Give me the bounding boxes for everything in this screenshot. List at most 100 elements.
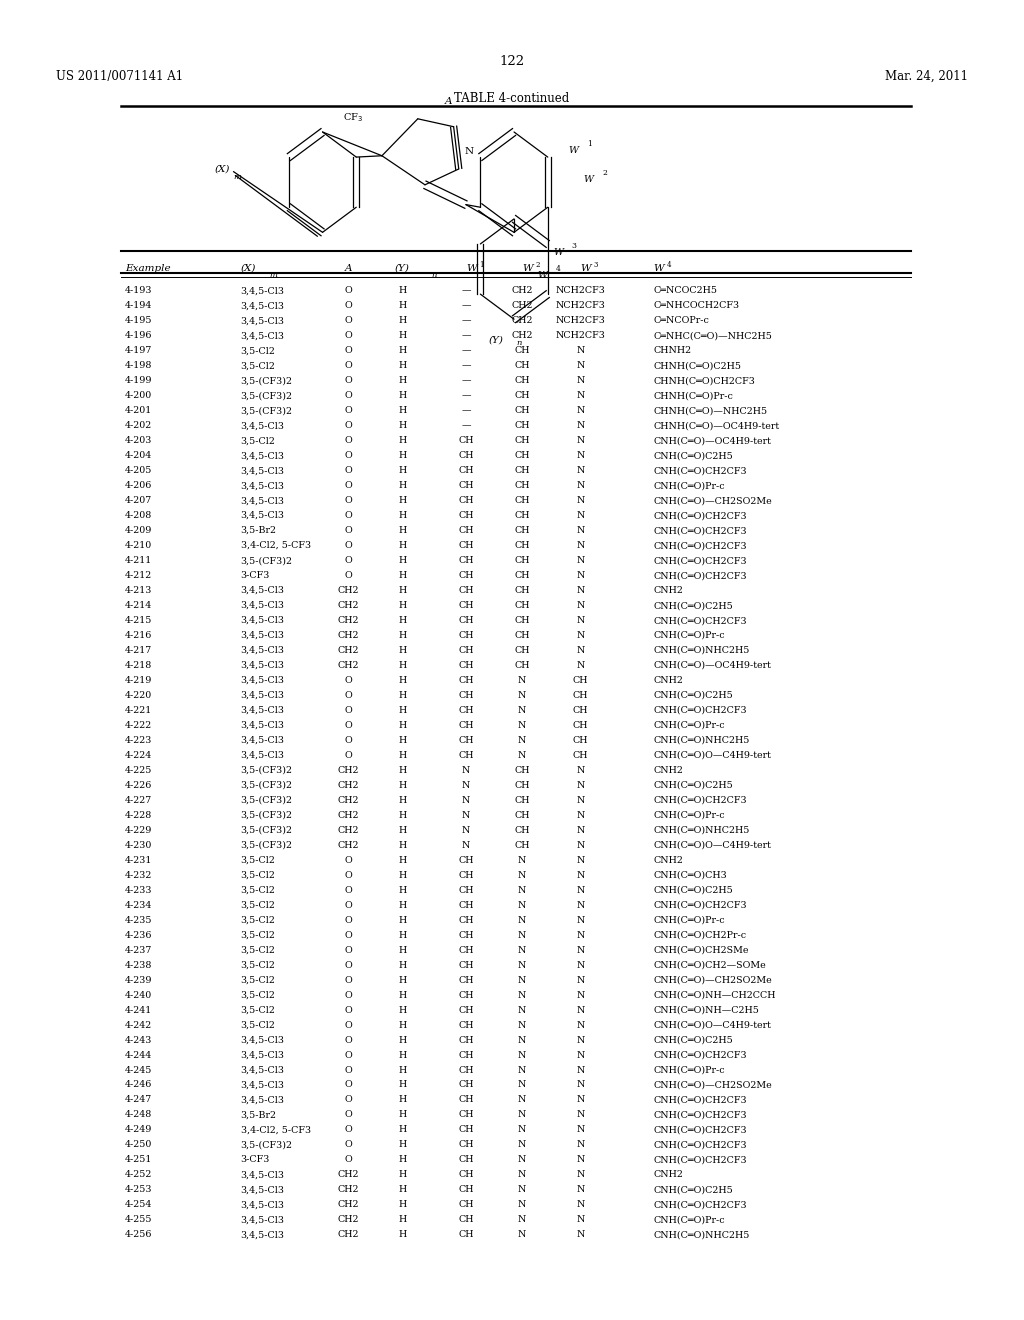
Text: H: H [398,871,407,879]
Text: CH2: CH2 [512,301,532,310]
Text: N: N [577,362,585,371]
Text: 3,4,5-Cl3: 3,4,5-Cl3 [241,496,285,506]
Text: CH: CH [458,975,474,985]
Text: CNH2: CNH2 [653,766,683,775]
Text: CH: CH [458,1051,474,1060]
Text: CNH(C═O)CH2CF3: CNH(C═O)CH2CF3 [653,541,746,550]
Text: CH: CH [572,751,589,760]
Text: 4-247: 4-247 [125,1096,153,1105]
Text: CH2: CH2 [338,826,358,834]
Text: CH: CH [458,737,474,744]
Text: 3,4,5-Cl3: 3,4,5-Cl3 [241,586,285,595]
Text: CH: CH [514,436,530,445]
Text: 3,5-Cl2: 3,5-Cl2 [241,931,275,940]
Text: CNH2: CNH2 [653,1171,683,1179]
Text: 4-249: 4-249 [125,1126,153,1134]
Text: CH: CH [458,690,474,700]
Text: CH: CH [458,616,474,626]
Text: O: O [344,751,352,760]
Text: CNH(C═O)CH2CF3: CNH(C═O)CH2CF3 [653,1200,746,1209]
Text: N: N [577,931,585,940]
Text: N: N [577,645,585,655]
Text: CH: CH [572,721,589,730]
Text: CH: CH [458,871,474,879]
Text: H: H [398,900,407,909]
Text: N: N [518,945,526,954]
Text: N: N [462,810,470,820]
Text: CH: CH [458,1126,474,1134]
Text: 4-255: 4-255 [125,1216,153,1225]
Text: H: H [398,572,407,579]
Text: CH: CH [572,737,589,744]
Text: N: N [577,661,585,671]
Text: N: N [577,841,585,850]
Text: N: N [577,556,585,565]
Text: 3,4,5-Cl3: 3,4,5-Cl3 [241,645,285,655]
Text: H: H [398,706,407,715]
Text: N: N [577,900,585,909]
Text: 3,4,5-Cl3: 3,4,5-Cl3 [241,482,285,490]
Text: CH: CH [514,616,530,626]
Text: CNH(C═O)CH2CF3: CNH(C═O)CH2CF3 [653,1051,746,1060]
Text: CH: CH [514,661,530,671]
Text: 4-211: 4-211 [125,556,153,565]
Text: CNH(C═O)Pr-c: CNH(C═O)Pr-c [653,916,725,925]
Text: CNH(C═O)O—C4H9-tert: CNH(C═O)O—C4H9-tert [653,751,771,760]
Text: 4-213: 4-213 [125,586,153,595]
Text: CNH(C═O)O—C4H9-tert: CNH(C═O)O—C4H9-tert [653,1020,771,1030]
Text: CNH(C═O)CH2CF3: CNH(C═O)CH2CF3 [653,1140,746,1150]
Text: 3,4,5-Cl3: 3,4,5-Cl3 [241,1230,285,1239]
Text: N: N [577,1096,585,1105]
Text: 3,4,5-Cl3: 3,4,5-Cl3 [241,706,285,715]
Text: 4-238: 4-238 [125,961,153,970]
Text: 4-204: 4-204 [125,451,153,461]
Text: CH: CH [458,1081,474,1089]
Text: O: O [344,721,352,730]
Text: 4-223: 4-223 [125,737,153,744]
Text: 3,5-Cl2: 3,5-Cl2 [241,871,275,879]
Text: O: O [344,706,352,715]
Text: O: O [344,931,352,940]
Text: H: H [398,916,407,925]
Text: m: m [269,271,278,279]
Text: N: N [577,1230,585,1239]
Text: 3-CF3: 3-CF3 [241,1155,270,1164]
Text: CH: CH [514,841,530,850]
Text: n: n [431,271,436,279]
Text: 3,4,5-Cl3: 3,4,5-Cl3 [241,451,285,461]
Text: O: O [344,900,352,909]
Text: NCH2CF3: NCH2CF3 [556,286,605,296]
Text: N: N [518,706,526,715]
Text: 3,4,5-Cl3: 3,4,5-Cl3 [241,331,285,341]
Text: CH: CH [514,511,530,520]
Text: 3,4,5-Cl3: 3,4,5-Cl3 [241,286,285,296]
Text: 3,5-(CF3)2: 3,5-(CF3)2 [241,796,293,805]
Text: CH2: CH2 [338,796,358,805]
Text: N: N [518,1171,526,1179]
Text: 4-248: 4-248 [125,1110,153,1119]
Text: 4-240: 4-240 [125,990,153,999]
Text: N: N [577,945,585,954]
Text: N: N [518,931,526,940]
Text: W: W [581,264,591,273]
Text: CNH(C═O)CH2CF3: CNH(C═O)CH2CF3 [653,556,746,565]
Text: CH: CH [458,1230,474,1239]
Text: H: H [398,301,407,310]
Text: CH: CH [458,751,474,760]
Text: O: O [344,961,352,970]
Text: 4-227: 4-227 [125,796,153,805]
Text: CH: CH [458,1155,474,1164]
Text: 4-221: 4-221 [125,706,153,715]
Text: H: H [398,631,407,640]
Text: N: N [577,1035,585,1044]
Text: CH: CH [514,826,530,834]
Text: 3,4,5-Cl3: 3,4,5-Cl3 [241,737,285,744]
Text: H: H [398,945,407,954]
Text: O: O [344,1006,352,1015]
Text: H: H [398,886,407,895]
Text: H: H [398,451,407,461]
Text: 4-198: 4-198 [125,362,153,371]
Text: N: N [518,1200,526,1209]
Text: CNH(C═O)C2H5: CNH(C═O)C2H5 [653,451,733,461]
Text: N: N [577,376,585,385]
